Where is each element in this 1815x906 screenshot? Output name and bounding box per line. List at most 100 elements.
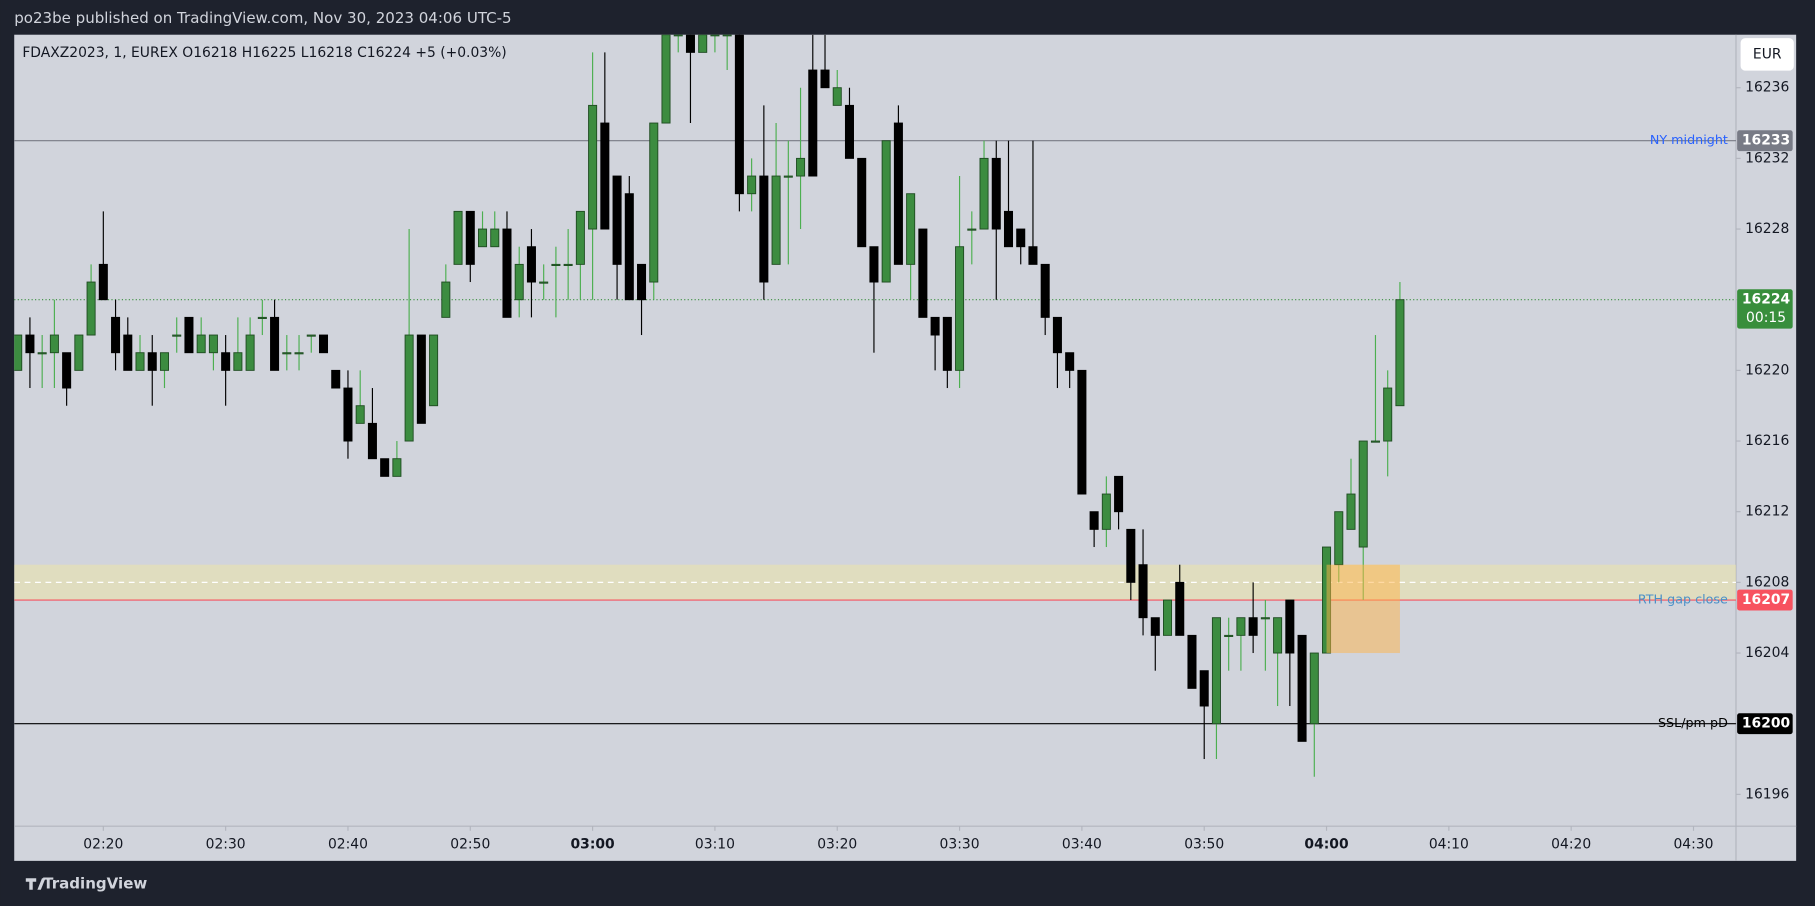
x-tick-label: 03:50 (1184, 837, 1224, 853)
currency-button[interactable] (1740, 38, 1794, 71)
candle-body (906, 193, 916, 265)
candle-body (771, 175, 781, 265)
candle-body (1309, 652, 1319, 725)
candle-body (1028, 246, 1038, 265)
open-value: O16218 (182, 45, 237, 61)
low-value: L16218 (301, 45, 353, 61)
candle-body (869, 246, 879, 283)
candle-body (184, 316, 194, 354)
y-tick-label: 16216 (1745, 433, 1789, 449)
candle-body (355, 405, 365, 424)
candle-body (404, 334, 414, 442)
candle-body (331, 369, 341, 389)
candle-body (844, 104, 854, 159)
last-price-box (1737, 289, 1793, 329)
candle-body (416, 334, 426, 424)
candle-body (820, 69, 830, 89)
candle-body (490, 228, 500, 248)
candle-body (1089, 511, 1099, 530)
candle-body (1126, 528, 1136, 583)
close-value: C16224 (357, 45, 411, 61)
candle-body (318, 334, 329, 354)
candle-body (62, 352, 72, 389)
x-tick-label: 02:50 (450, 837, 490, 853)
price-box-label: 16233 (1742, 133, 1790, 149)
candle-body (1077, 369, 1087, 495)
brand-logo (25, 878, 46, 890)
candle-body (1016, 228, 1026, 248)
y-tick-label: 16212 (1745, 504, 1789, 520)
x-tick-label: 04:00 (1304, 837, 1348, 853)
countdown-label: 00:15 (1746, 310, 1786, 326)
candle-body (147, 352, 157, 371)
candle-body (624, 193, 634, 301)
candle-body (1163, 599, 1173, 636)
candle-body (245, 334, 255, 371)
candle-body (991, 157, 1001, 230)
candle-body (637, 263, 647, 301)
candle-body (1101, 493, 1111, 530)
candle-body (759, 175, 769, 283)
candle-body (551, 263, 561, 266)
candle-body (282, 352, 292, 355)
candle-body (49, 334, 59, 354)
candle-body (208, 334, 218, 354)
candle-body (673, 34, 683, 37)
candle-body (734, 34, 744, 195)
plot-area (14, 34, 1736, 777)
candle-body (1224, 634, 1234, 637)
x-tick-label: 03:20 (817, 837, 857, 853)
candle-body (453, 210, 463, 265)
candle-body (1334, 511, 1344, 566)
candle-body (1199, 670, 1209, 707)
candle-body (502, 228, 512, 318)
candle-body (367, 422, 377, 460)
x-tick-label: 03:30 (940, 837, 980, 853)
candle-body (111, 316, 121, 354)
candle-body (37, 352, 47, 355)
chart-pane (14, 34, 1797, 861)
candle-body (1150, 617, 1160, 636)
candle-body (392, 458, 402, 477)
candle-body (588, 104, 598, 230)
candle-body (649, 122, 659, 283)
candle-body (685, 34, 695, 53)
candle-body (698, 34, 708, 53)
candle-body (478, 228, 488, 248)
candle-body (1383, 387, 1393, 442)
overlay: NY midnight RTH gap close SSL/pm pD (1638, 132, 1728, 730)
candle-body (881, 140, 891, 283)
candle-body (1175, 581, 1185, 636)
x-tick-label: 04:10 (1429, 837, 1469, 853)
candle-body (1285, 599, 1295, 654)
candle-body (1236, 617, 1246, 636)
level-label: RTH gap close (1638, 592, 1728, 607)
x-tick-label: 03:00 (571, 837, 615, 853)
publish-title: po23be published on TradingView.com, Nov… (14, 9, 511, 27)
price-box (1737, 589, 1793, 611)
candle-body (257, 316, 267, 319)
candle-body (575, 210, 585, 265)
candle-body (1003, 210, 1014, 248)
candle-body (1065, 352, 1075, 371)
candle-body (600, 122, 610, 230)
candle-body (857, 157, 867, 248)
candle-body (832, 87, 842, 106)
y-tick-label: 16196 (1745, 786, 1789, 802)
candle-body (1211, 617, 1221, 725)
price-box (1737, 713, 1793, 735)
candle-body (967, 228, 977, 231)
fvg-box (1326, 564, 1400, 654)
y-tick-label: 16220 (1745, 362, 1789, 378)
level-label: NY midnight (1650, 132, 1728, 147)
symbol: FDAXZ2023, 1, EUREX (22, 45, 178, 61)
candle-body (955, 246, 965, 371)
x-tick-label: 02:30 (206, 837, 246, 853)
y-tick-label: 16204 (1745, 645, 1789, 661)
candle-body (25, 334, 35, 354)
candle-body (796, 157, 806, 177)
candle-body (343, 387, 353, 442)
candle-body (1273, 617, 1283, 654)
candle-body (563, 263, 573, 266)
